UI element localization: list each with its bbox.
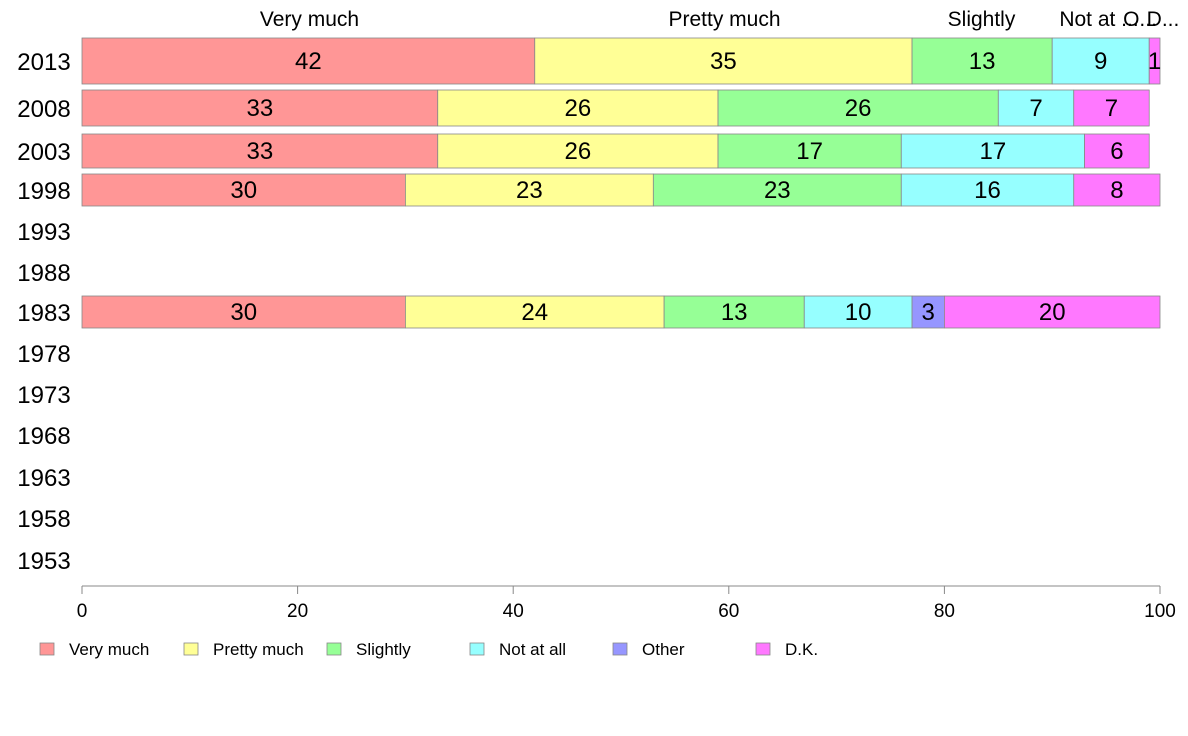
data-label: 6 bbox=[1110, 138, 1123, 165]
data-label: 33 bbox=[247, 95, 274, 122]
top-label: D... bbox=[1147, 8, 1180, 31]
x-tick-label: 80 bbox=[934, 601, 955, 622]
legend-label: Not at all bbox=[499, 640, 566, 659]
bar-2003-d-k- bbox=[1084, 133, 1150, 169]
data-label: 24 bbox=[521, 299, 548, 326]
data-label: 20 bbox=[1039, 299, 1066, 326]
data-label: 13 bbox=[721, 299, 748, 326]
data-label: 23 bbox=[516, 177, 543, 204]
bar-2003-very-much bbox=[81, 133, 439, 169]
bar-1983-d-k- bbox=[944, 295, 1161, 329]
bar-1998-slightly bbox=[652, 173, 902, 207]
year-label-1963: 1963 bbox=[17, 465, 70, 492]
year-label-1968: 1968 bbox=[17, 423, 70, 450]
top-label: Slightly bbox=[948, 8, 1016, 31]
bar-2013-d-k- bbox=[1148, 37, 1161, 85]
data-label: 26 bbox=[565, 95, 592, 122]
legend-swatch bbox=[39, 642, 55, 656]
data-label: 3 bbox=[922, 299, 935, 326]
data-label: 33 bbox=[247, 138, 274, 165]
top-category-labels: Very much Pretty much Slightly Not at ...O.… bbox=[260, 8, 1179, 31]
legend-swatch bbox=[183, 642, 199, 656]
legend-swatch bbox=[612, 642, 628, 656]
legend-swatch bbox=[326, 642, 342, 656]
data-label: 42 bbox=[295, 48, 322, 75]
data-label: 7 bbox=[1105, 95, 1118, 122]
data-label: 30 bbox=[230, 177, 257, 204]
year-axis-labels: 2013 2008 2003 1998 1993 1988 1983 1978 1973 1968… bbox=[17, 49, 70, 575]
data-label: 30 bbox=[230, 299, 257, 326]
data-label: 13 bbox=[969, 48, 996, 75]
year-label-1983: 1983 bbox=[17, 300, 70, 327]
legend-swatch bbox=[755, 642, 771, 656]
bars: 42 35 13 9 133 26 26 7 733 26 17 17 630 23 23 16 830 24 13… bbox=[81, 37, 1161, 329]
year-label-1978: 1978 bbox=[17, 341, 70, 368]
legend-swatch bbox=[469, 642, 485, 656]
year-label-1988: 1988 bbox=[17, 260, 70, 287]
data-label: 8 bbox=[1110, 177, 1123, 204]
legend: Very much Pretty much Slightly Not at all Ot… bbox=[39, 640, 818, 659]
legend-label: Pretty much bbox=[213, 640, 304, 659]
year-label-2003: 2003 bbox=[17, 139, 70, 166]
data-label: 23 bbox=[764, 177, 791, 204]
data-label: 1 bbox=[1148, 48, 1161, 75]
x-axis: 0 20 40 60 80 100 bbox=[77, 585, 1176, 622]
bar-1998-pretty-much bbox=[404, 173, 654, 207]
data-label: 35 bbox=[710, 48, 737, 75]
top-label: Pretty much bbox=[668, 8, 780, 31]
legend-label: Other bbox=[642, 640, 685, 659]
bar-2013-not-at-all bbox=[1051, 37, 1150, 85]
data-label: 10 bbox=[845, 299, 872, 326]
bar-1998-very-much bbox=[81, 173, 406, 207]
bar-1983-not-at-all bbox=[803, 295, 913, 329]
year-label-1993: 1993 bbox=[17, 219, 70, 246]
year-label-1973: 1973 bbox=[17, 382, 70, 409]
data-label: 26 bbox=[845, 95, 872, 122]
data-label: 9 bbox=[1094, 48, 1107, 75]
bar-2013-very-much bbox=[81, 37, 536, 85]
data-label: 17 bbox=[980, 138, 1007, 165]
bar-2008-pretty-much bbox=[437, 89, 719, 127]
data-label: 17 bbox=[796, 138, 823, 165]
year-label-1953: 1953 bbox=[17, 548, 70, 575]
year-label-1958: 1958 bbox=[17, 506, 70, 533]
bar-2003-pretty-much bbox=[437, 133, 719, 169]
bar-1983-pretty-much bbox=[404, 295, 665, 329]
x-tick-label: 100 bbox=[1144, 601, 1176, 622]
bar-2003-not-at-all bbox=[900, 133, 1085, 169]
x-tick-label: 0 bbox=[77, 601, 88, 622]
year-label-2013: 2013 bbox=[17, 49, 70, 76]
bar-1983-slightly bbox=[663, 295, 805, 329]
year-label-2008: 2008 bbox=[17, 96, 70, 123]
data-label: 16 bbox=[974, 177, 1001, 204]
bar-2008-slightly bbox=[717, 89, 999, 127]
x-tick-label: 40 bbox=[503, 601, 524, 622]
top-label: Not at ... bbox=[1059, 8, 1138, 31]
legend-label: Slightly bbox=[356, 640, 411, 659]
data-label: 7 bbox=[1029, 95, 1042, 122]
year-label-1998: 1998 bbox=[17, 178, 70, 205]
bar-2008-d-k- bbox=[1073, 89, 1150, 127]
x-tick-label: 20 bbox=[287, 601, 308, 622]
data-label: 26 bbox=[565, 138, 592, 165]
bar-1998-d-k- bbox=[1073, 173, 1161, 207]
top-label: Very much bbox=[260, 8, 359, 31]
bar-1998-not-at-all bbox=[900, 173, 1075, 207]
top-label: O... bbox=[1123, 8, 1157, 31]
legend-label: Very much bbox=[69, 640, 149, 659]
bar-2013-slightly bbox=[911, 37, 1053, 85]
bar-2008-very-much bbox=[81, 89, 439, 127]
bar-1983-very-much bbox=[81, 295, 406, 329]
x-tick-label: 60 bbox=[718, 601, 739, 622]
bar-1983-other bbox=[911, 295, 945, 329]
legend-label: D.K. bbox=[785, 640, 818, 659]
